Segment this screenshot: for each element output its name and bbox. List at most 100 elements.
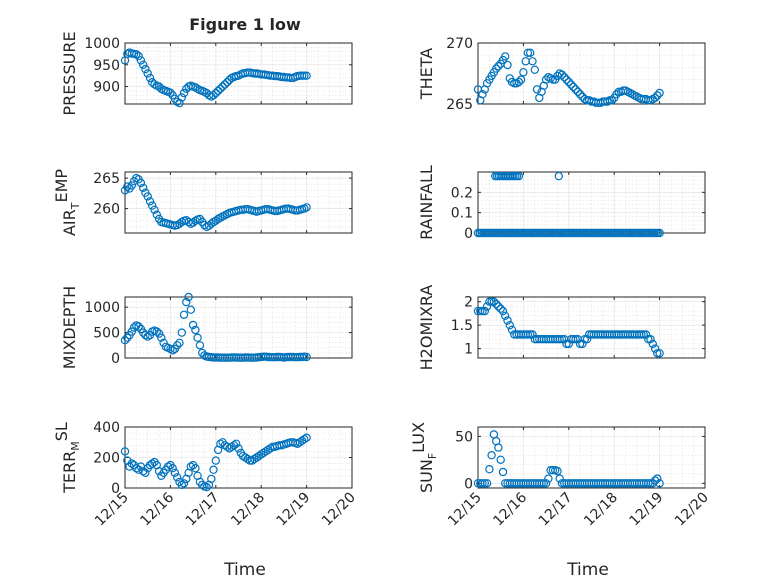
y-tick-label: 0 (111, 351, 120, 367)
data-point (653, 91, 662, 100)
data-point (141, 468, 150, 477)
y-tick-label: 265 (446, 97, 473, 113)
y-axis-label: MIXDEPTH (60, 286, 79, 369)
y-tick-label: 950 (93, 58, 120, 74)
data-point (496, 455, 505, 464)
data-point (655, 88, 664, 98)
data-point (222, 77, 232, 87)
data-point (172, 473, 182, 482)
data-point (537, 479, 546, 488)
data-point (653, 349, 662, 358)
data-point (648, 339, 658, 349)
y-tick-label: 265 (93, 171, 120, 187)
data-point (209, 91, 218, 100)
data-point (650, 344, 660, 353)
data-point (560, 72, 569, 82)
data-point (562, 75, 571, 84)
data-point (501, 311, 510, 320)
data-point (494, 61, 503, 71)
y-tick-label: 900 (93, 80, 120, 96)
data-point (569, 82, 578, 92)
data-point (136, 56, 146, 65)
data-point (528, 57, 537, 66)
data-point (655, 349, 664, 358)
y-tick-label: 0 (464, 476, 473, 492)
data-point (562, 339, 571, 349)
data-point (503, 316, 512, 325)
data-point (175, 338, 184, 347)
x-tick-label: 12/17 (536, 490, 576, 530)
data-point (168, 346, 177, 355)
data-point (134, 322, 143, 331)
x-tick-label: 12/16 (490, 489, 530, 529)
data-point (127, 181, 136, 190)
data-point (510, 79, 519, 88)
data-point (557, 335, 567, 344)
series-points (473, 48, 664, 108)
data-point (191, 464, 200, 473)
data-point (302, 203, 311, 212)
data-point (231, 439, 241, 448)
y-tick-label: 0 (464, 226, 473, 242)
data-point (191, 83, 200, 92)
series-points (473, 171, 664, 238)
y-tick-label: 500 (93, 326, 120, 342)
data-point (644, 335, 653, 344)
data-point (166, 344, 175, 354)
data-point (147, 459, 157, 468)
data-point (494, 443, 503, 452)
y-tick-label: 1.5 (451, 318, 473, 334)
data-point (553, 466, 562, 476)
data-point (492, 64, 501, 73)
data-point (650, 476, 660, 485)
data-point (612, 89, 621, 99)
series-points (473, 297, 664, 358)
data-point (494, 302, 503, 311)
data-point (569, 335, 578, 344)
data-point (136, 178, 146, 188)
data-point (501, 52, 510, 61)
data-point (523, 48, 533, 58)
data-point (188, 320, 198, 330)
y-tick-label: 200 (93, 451, 120, 467)
data-point (575, 89, 585, 99)
data-point (145, 73, 155, 83)
data-point (186, 462, 195, 471)
axes-box (124, 296, 353, 359)
data-point (503, 60, 512, 70)
data-point (168, 464, 177, 473)
y-axis-label: RAINFALL (417, 165, 436, 240)
data-point (476, 306, 485, 316)
data-point (191, 325, 200, 335)
data-point (120, 447, 130, 456)
data-point (186, 305, 195, 314)
data-point (650, 93, 660, 103)
data-point (564, 77, 574, 87)
data-point (566, 80, 576, 89)
data-point (514, 171, 524, 181)
y-axis-label: H2OMIXRA (417, 285, 436, 371)
data-point (143, 69, 152, 78)
data-point (564, 339, 574, 349)
data-point (555, 335, 564, 344)
y-tick-label: 1000 (84, 300, 120, 316)
data-point (138, 60, 148, 70)
data-point (138, 183, 148, 193)
data-point (487, 451, 496, 460)
subplot-sun: 12/15 12/16 12/17 12/18 12/19 12/20 0 50 SUNFLUX (409, 422, 712, 529)
data-point (539, 479, 549, 488)
series-points (473, 430, 664, 488)
series-points (120, 48, 311, 108)
data-point (143, 332, 152, 341)
data-point (653, 474, 662, 483)
x-tick-label: 12/20 (319, 490, 359, 530)
data-point (637, 330, 646, 339)
data-point (157, 333, 166, 342)
data-point (575, 339, 585, 349)
data-point (646, 335, 655, 344)
data-point (150, 205, 159, 214)
x-tick-label: 12/19 (274, 490, 314, 530)
data-point (554, 171, 564, 181)
y-tick-label: 0 (111, 481, 120, 497)
axes-box (477, 42, 706, 105)
